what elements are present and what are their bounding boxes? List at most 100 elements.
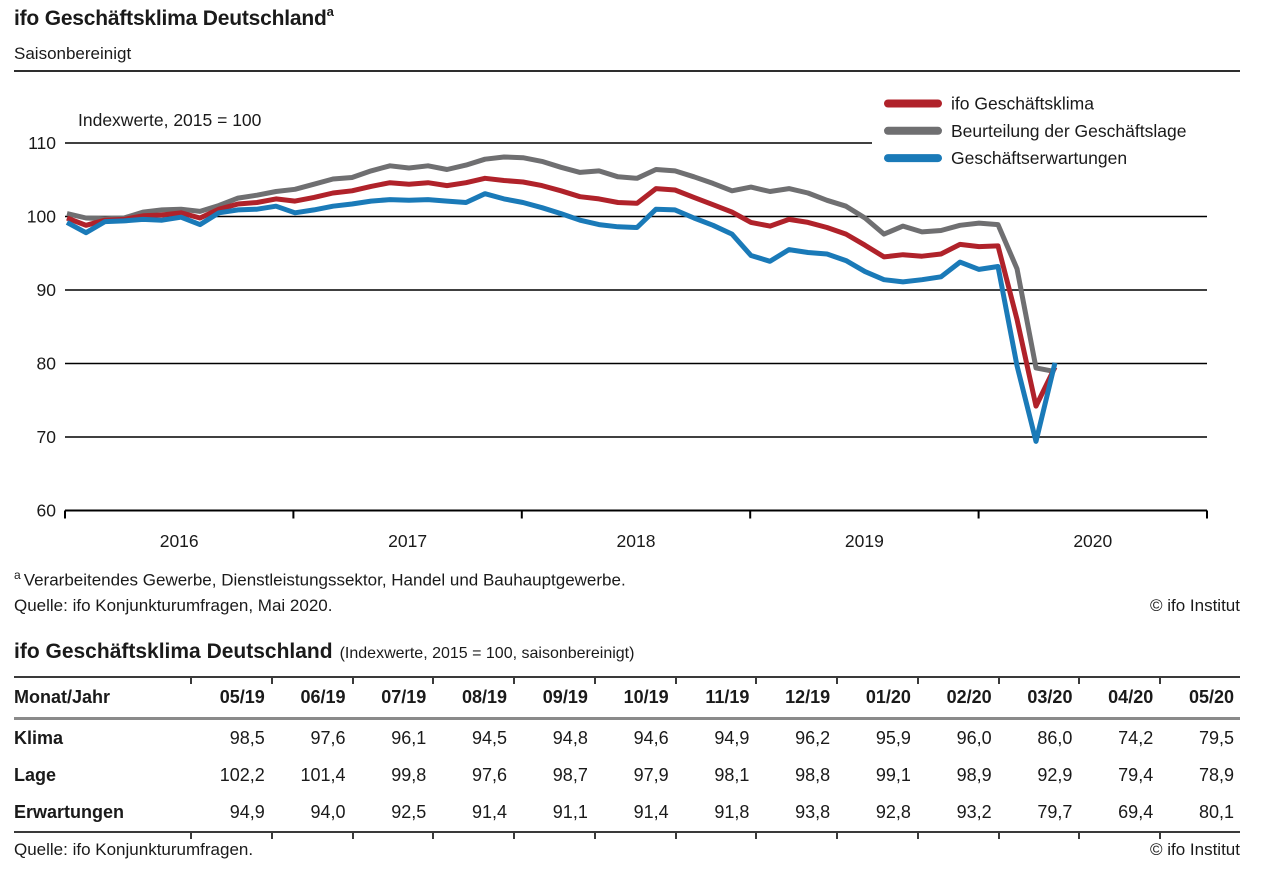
column-separator-tick xyxy=(432,678,435,684)
table-row: Erwartungen 94,9 94,0 92,5 91,4 91,1 91,4 91,8 9… xyxy=(14,794,1240,831)
table-cell: 91,4 xyxy=(472,802,508,822)
table-cell: 92,8 xyxy=(875,802,911,822)
column-separator-tick xyxy=(997,678,1000,684)
table-cell: 93,8 xyxy=(795,802,831,822)
column-header: 03/20 xyxy=(1027,687,1073,707)
column-separator-tick xyxy=(836,678,839,684)
table-cell: 96,2 xyxy=(795,728,831,748)
legend-label: Geschäftserwartungen xyxy=(951,148,1127,168)
page-title: ifo Geschäftsklima Deutschlanda xyxy=(14,4,334,31)
column-separator-tick xyxy=(432,833,435,839)
series-line-1 xyxy=(66,154,1056,375)
column-separator-tick xyxy=(270,678,273,684)
legend: ifo Geschäftsklima Beurteilung der Geschä… xyxy=(872,86,1246,170)
x-axis-label: 2016 xyxy=(160,531,199,551)
table-cell: 94,6 xyxy=(633,728,669,748)
table-cell: 97,6 xyxy=(310,728,346,748)
table-cell: 91,1 xyxy=(552,802,588,822)
series-line-2 xyxy=(65,191,1058,444)
table-cell: 98,8 xyxy=(795,765,831,785)
column-separator-tick xyxy=(190,833,192,839)
table-cell: 95,9 xyxy=(875,728,911,748)
series-lines xyxy=(65,154,1058,444)
table-cell: 74,2 xyxy=(1118,728,1154,748)
footnote-marker: a xyxy=(14,568,21,582)
gridlines xyxy=(65,142,1207,438)
table-cell: 92,5 xyxy=(391,802,427,822)
column-separator-tick xyxy=(755,833,758,839)
column-separator-tick xyxy=(916,833,919,839)
page-title-text: ifo Geschäftsklima Deutschland xyxy=(14,7,327,30)
row-label: Lage xyxy=(14,765,57,785)
column-separator-tick xyxy=(513,678,516,684)
table-cell: 96,0 xyxy=(956,728,992,748)
chart-source: Quelle: ifo Konjunkturumfragen, Mai 2020… xyxy=(14,596,333,615)
legend-swatch xyxy=(884,154,942,163)
table-cell: 94,8 xyxy=(552,728,588,748)
row-label: Klima xyxy=(14,728,64,748)
table-cell: 101,4 xyxy=(300,765,346,785)
legend-label: ifo Geschäftsklima xyxy=(951,94,1094,114)
column-separator-tick xyxy=(997,833,1000,839)
column-separator-tick xyxy=(190,678,192,684)
column-header: 02/20 xyxy=(946,687,992,707)
series-line-0 xyxy=(66,175,1058,409)
table-cell: 97,9 xyxy=(633,765,669,785)
column-separator-tick xyxy=(351,833,354,839)
table-cell: 98,7 xyxy=(552,765,588,785)
legend-label: Beurteilung der Geschäftslage xyxy=(951,121,1186,141)
table-cell: 96,1 xyxy=(391,728,427,748)
column-separator-tick xyxy=(351,678,354,684)
x-axis-label: 2020 xyxy=(1073,531,1112,551)
y-axis-label: 110 xyxy=(28,133,56,153)
table-cell: 94,9 xyxy=(229,802,265,822)
table-cell: 93,2 xyxy=(956,802,992,822)
x-axis-label: 2017 xyxy=(388,531,427,551)
y-axis-label: 60 xyxy=(37,501,57,521)
table-header-row: Monat/Jahr 05/19 06/19 07/19 08/19 09/19 10/19… xyxy=(14,678,1240,717)
column-separator-tick xyxy=(916,678,919,684)
table-top-rule xyxy=(14,676,1240,684)
table-cell: 98,9 xyxy=(956,765,992,785)
table-cell: 79,4 xyxy=(1118,765,1154,785)
column-header: 12/19 xyxy=(785,687,831,707)
column-header: 04/20 xyxy=(1108,687,1154,707)
chart-copyright: © ifo Institut xyxy=(1149,596,1240,615)
index-annotation: Indexwerte, 2015 = 100 xyxy=(78,110,262,130)
column-separator-tick xyxy=(1078,678,1081,684)
header-rule xyxy=(14,70,1240,72)
column-separator-tick xyxy=(1159,833,1162,839)
table-cell: 86,0 xyxy=(1037,728,1073,748)
table-cell: 91,4 xyxy=(633,802,669,822)
table-cell: 99,1 xyxy=(875,765,911,785)
y-axis-label: 80 xyxy=(37,354,57,374)
legend-swatch xyxy=(884,126,942,135)
column-separator-tick xyxy=(1078,833,1081,839)
table-cell: 98,1 xyxy=(714,765,750,785)
x-axis-label: 2019 xyxy=(845,531,884,551)
table-cell: 80,1 xyxy=(1198,802,1234,822)
column-header: 10/19 xyxy=(623,687,669,707)
column-header: 09/19 xyxy=(542,687,588,707)
column-separator-tick xyxy=(755,678,758,684)
table-cell: 78,9 xyxy=(1198,765,1234,785)
x-axis-label: 2018 xyxy=(617,531,656,551)
table-cell: 97,6 xyxy=(472,765,508,785)
table-heading-text: ifo Geschäftsklima Deutschland xyxy=(14,640,333,663)
y-axis-label: 100 xyxy=(27,207,56,227)
table-cell: 79,7 xyxy=(1037,802,1073,822)
table-row: Klima 98,5 97,6 96,1 94,5 94,8 94,6 94,9 96,2 95,… xyxy=(14,720,1240,757)
table-row: Lage 102,2 101,4 99,8 97,6 98,7 97,9 98,1 98,8 99… xyxy=(14,757,1240,794)
table-heading-note: (Indexwerte, 2015 = 100, saisonbereinigt… xyxy=(339,645,635,662)
column-header: 07/19 xyxy=(381,687,427,707)
column-separator-tick xyxy=(1159,678,1162,684)
y-axis-label: 90 xyxy=(37,280,57,300)
table-cell: 94,0 xyxy=(310,802,346,822)
table-copyright: © ifo Institut xyxy=(1149,840,1240,859)
column-separator-tick xyxy=(593,678,596,684)
column-header: 01/20 xyxy=(865,687,911,707)
row-label: Erwartungen xyxy=(14,802,125,822)
column-header: 05/20 xyxy=(1188,687,1234,707)
table-cell: 79,5 xyxy=(1198,728,1234,748)
column-separator-tick xyxy=(513,833,516,839)
